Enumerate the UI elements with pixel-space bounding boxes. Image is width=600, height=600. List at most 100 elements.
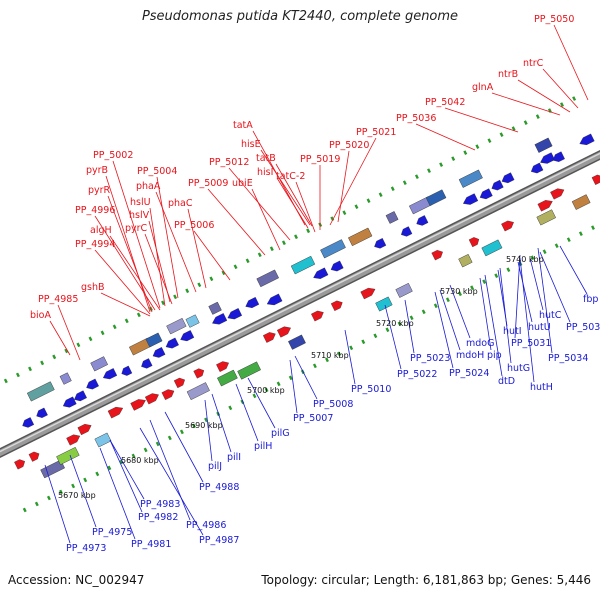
feature-block	[571, 194, 591, 210]
minus-strand-gene	[416, 215, 429, 226]
tick-mark	[433, 303, 438, 309]
gene-label: pilG	[271, 428, 290, 439]
plus-strand-gene	[77, 424, 92, 436]
leader-line	[109, 235, 161, 311]
minus-strand-gene	[141, 358, 153, 369]
minus-strand-gene	[152, 347, 166, 358]
tick-mark	[143, 447, 148, 453]
leader-line	[148, 220, 171, 303]
tick-mark	[34, 501, 39, 507]
tick-mark	[535, 114, 540, 119]
minus-strand-gene	[479, 188, 493, 200]
tick-mark	[475, 144, 480, 149]
plus-strand-gene	[130, 399, 146, 411]
tick-mark	[560, 102, 564, 107]
tick-mark	[161, 300, 165, 306]
tick-mark	[28, 366, 32, 372]
leader-line	[112, 160, 161, 309]
feature-block	[425, 189, 447, 206]
feature-block	[186, 382, 210, 401]
tick-mark	[136, 312, 141, 318]
gene-label: mdoG	[466, 338, 494, 349]
tick-mark	[523, 120, 528, 125]
plus-strand-gene	[330, 300, 343, 311]
gene-label: hisI	[257, 167, 273, 178]
leader-line	[276, 177, 309, 229]
leader-line	[384, 304, 402, 370]
ruler-label: 5730 kbp	[440, 287, 478, 296]
plus-strand-gene	[537, 200, 553, 212]
gene-label: algH	[90, 225, 112, 236]
tick-mark	[173, 294, 178, 300]
tick-mark	[511, 126, 516, 131]
gene-label: glnA	[472, 82, 494, 93]
gene-label: dtD	[498, 376, 515, 387]
tick-mark	[76, 342, 81, 348]
feature-block	[59, 372, 72, 385]
tick-mark	[427, 168, 431, 174]
leader-line	[211, 393, 232, 453]
tick-mark	[281, 240, 286, 246]
leader-line	[434, 291, 454, 369]
genome-summary-text: Topology: circular; Length: 6,181,863 bp…	[261, 573, 591, 587]
minus-strand-gene	[552, 151, 565, 162]
feature-block	[40, 459, 65, 479]
leader-line	[559, 245, 588, 295]
leader-line	[295, 181, 316, 233]
tick-mark	[566, 237, 571, 243]
tick-mark	[252, 393, 257, 399]
minus-strand-gene	[74, 390, 87, 402]
gene-label: PP_5039	[566, 322, 600, 333]
minus-strand-gene	[463, 193, 479, 205]
gene-label: bioA	[30, 310, 51, 321]
minus-strand-gene	[212, 313, 228, 325]
leader-line	[519, 257, 535, 383]
gene-label: pyrR	[88, 185, 111, 196]
leader-line	[329, 137, 377, 226]
gene-label: PP_5050	[534, 14, 574, 25]
plus-strand-gene	[591, 174, 600, 185]
tick-mark	[233, 264, 238, 270]
feature-block	[26, 381, 55, 402]
leader-line	[228, 167, 291, 241]
gene-label: pilH	[254, 441, 272, 452]
ruler-label: 5720 kbp	[376, 319, 414, 328]
leader-line	[49, 320, 71, 356]
tick-mark	[342, 210, 347, 216]
gene-label: PP_4994	[75, 239, 115, 250]
backbone-layer	[0, 149, 600, 459]
leader-line	[144, 233, 173, 305]
plus-strand-gene	[216, 361, 229, 372]
tick-mark	[487, 138, 492, 143]
tick-mark	[385, 327, 390, 333]
leader-line	[537, 247, 553, 354]
tick-mark	[155, 441, 160, 447]
minus-strand-gene	[22, 417, 35, 428]
tick-mark	[112, 324, 117, 330]
gene-label: hisE	[241, 139, 261, 150]
feature-block	[94, 432, 112, 448]
gene-label: PP_5021	[356, 127, 396, 138]
minus-strand-gene	[121, 365, 133, 376]
leader-line	[156, 176, 179, 299]
tick-mark	[506, 267, 511, 273]
feature-block	[375, 296, 393, 312]
leader-line	[517, 79, 571, 113]
gene-label: PP_4988	[199, 482, 239, 493]
leader-line	[294, 355, 318, 400]
gene-label: tatB	[256, 153, 276, 164]
minus-strand-gene	[579, 133, 595, 145]
leader-line	[105, 175, 151, 313]
tick-mark	[378, 192, 383, 198]
tick-mark	[458, 291, 462, 297]
gene-label: phaA	[136, 181, 161, 192]
minus-strand-gene	[491, 179, 504, 191]
tick-mark	[390, 186, 395, 192]
leader-line	[235, 383, 259, 442]
minus-strand-gene	[180, 330, 195, 342]
tick-mark	[294, 234, 298, 240]
feature-block	[385, 211, 399, 224]
minus-strand-gene	[245, 297, 260, 308]
tick-mark	[578, 231, 583, 237]
